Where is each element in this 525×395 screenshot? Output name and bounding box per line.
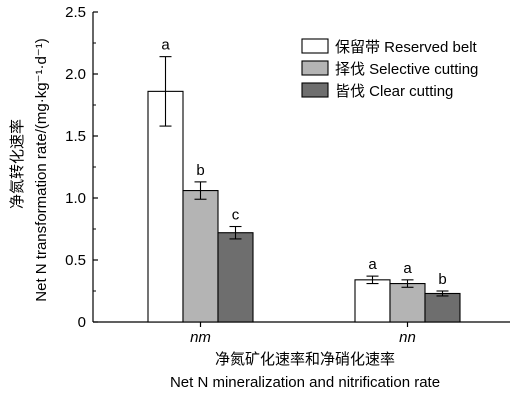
significance-letter: a [368,256,377,273]
y-tick-label: 1.5 [65,128,86,145]
bar [217,232,254,323]
y-axis-title-chinese: 净氮转化速率 [8,119,26,209]
significance-letter: a [403,260,412,277]
x-category-label: nm [190,329,211,346]
significance-letter: b [196,162,204,179]
bar [182,190,219,323]
y-axis-ticks: 0 0.5 1.0 1.5 2.0 2.5 [65,4,98,331]
chart-bars: a b c a a b [147,37,461,323]
y-tick-label: 0.5 [65,252,86,269]
x-category-label: nn [399,329,416,346]
bar [354,279,391,323]
legend-label: 择伐 Selective cutting [335,61,478,78]
bar [424,292,461,323]
significance-letter: a [161,37,170,54]
legend-label: 皆伐 Clear cutting [335,83,453,100]
bar [147,90,184,323]
x-axis-title-chinese: 净氮矿化速率和净硝化速率 [215,351,395,368]
x-axis-categories: nm nn [190,322,416,346]
y-axis-title-english: Net N transformation rate/(mg·kg⁻¹·d⁻¹) [33,38,50,301]
legend-swatch [301,60,329,76]
significance-letter: c [232,207,240,224]
axis-titles: 净氮矿化速率和净硝化速率 Net N mineralization and ni… [8,38,440,391]
bar [389,283,426,323]
legend-label: 保留带 Reserved belt [335,39,478,56]
significance-letter: b [438,271,446,288]
legend-swatch [301,38,329,54]
legend-swatch [301,82,329,98]
y-tick-label: 2.0 [65,66,86,83]
y-tick-label: 2.5 [65,4,86,21]
y-tick-label: 1.0 [65,190,86,207]
y-tick-label: 0 [78,314,86,331]
x-axis-title-english: Net N mineralization and nitrification r… [170,374,440,391]
chart-legend: 保留带 Reserved belt 择伐 Selective cutting 皆伐 … [301,38,478,100]
